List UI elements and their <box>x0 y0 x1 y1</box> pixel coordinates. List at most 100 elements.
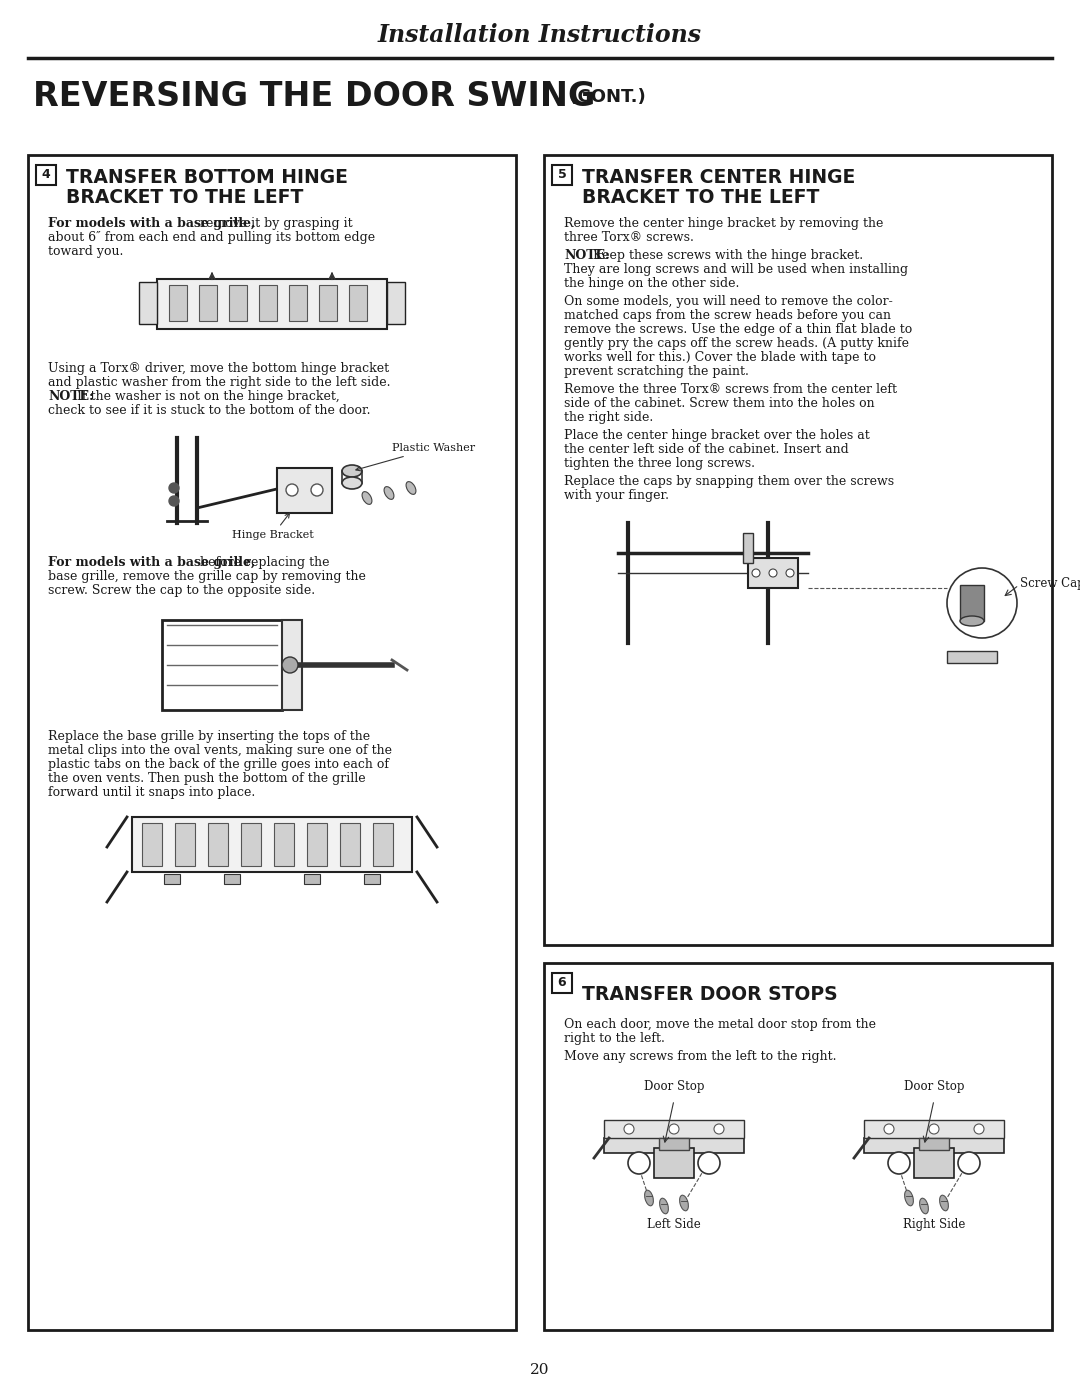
Text: Installation Instructions: Installation Instructions <box>378 22 702 47</box>
Ellipse shape <box>342 476 362 489</box>
Bar <box>157 279 387 330</box>
Text: Remove the three Torx® screws from the center left: Remove the three Torx® screws from the c… <box>564 383 897 395</box>
Text: plastic tabs on the back of the grille goes into each of: plastic tabs on the back of the grille g… <box>48 759 389 771</box>
Bar <box>168 285 187 321</box>
Bar <box>28 155 516 1330</box>
Bar <box>544 155 1052 944</box>
Circle shape <box>947 569 1017 638</box>
Bar <box>604 1139 744 1153</box>
Ellipse shape <box>888 1153 910 1173</box>
Text: BRACKET TO THE LEFT: BRACKET TO THE LEFT <box>582 189 820 207</box>
Text: Screw Cap: Screw Cap <box>1020 577 1080 590</box>
Text: Using a Torx® driver, move the bottom hinge bracket: Using a Torx® driver, move the bottom hi… <box>48 362 389 374</box>
Text: Right Side: Right Side <box>903 1218 966 1231</box>
Text: forward until it snaps into place.: forward until it snaps into place. <box>48 787 255 799</box>
Circle shape <box>885 1125 894 1134</box>
Bar <box>224 875 240 884</box>
Text: Replace the caps by snapping them over the screws: Replace the caps by snapping them over t… <box>564 475 894 488</box>
Text: the right side.: the right side. <box>564 411 653 425</box>
Ellipse shape <box>960 616 984 626</box>
Circle shape <box>168 496 179 506</box>
Text: Hinge Bracket: Hinge Bracket <box>232 513 314 541</box>
Bar <box>919 1139 949 1150</box>
Circle shape <box>282 657 298 673</box>
Text: Remove the center hinge bracket by removing the: Remove the center hinge bracket by remov… <box>564 217 883 231</box>
Ellipse shape <box>645 1190 653 1206</box>
Text: about 6″ from each end and pulling its bottom edge: about 6″ from each end and pulling its b… <box>48 231 375 244</box>
Text: BRACKET TO THE LEFT: BRACKET TO THE LEFT <box>66 189 303 207</box>
Bar <box>139 282 157 324</box>
Text: prevent scratching the paint.: prevent scratching the paint. <box>564 365 748 379</box>
Circle shape <box>311 483 323 496</box>
Bar <box>340 823 360 866</box>
Text: the hinge on the other side.: the hinge on the other side. <box>564 277 740 291</box>
Text: Place the center hinge bracket over the holes at: Place the center hinge bracket over the … <box>564 429 869 441</box>
Bar <box>303 875 320 884</box>
Text: the center left side of the cabinet. Insert and: the center left side of the cabinet. Ins… <box>564 443 849 455</box>
Text: remove the screws. Use the edge of a thin flat blade to: remove the screws. Use the edge of a thi… <box>564 323 913 337</box>
Circle shape <box>769 569 777 577</box>
Bar <box>208 823 228 866</box>
Text: TRANSFER BOTTOM HINGE: TRANSFER BOTTOM HINGE <box>66 168 348 187</box>
Circle shape <box>974 1125 984 1134</box>
Bar <box>947 651 997 664</box>
Bar <box>229 285 247 321</box>
Text: Left Side: Left Side <box>647 1218 701 1231</box>
Text: before replacing the: before replacing the <box>197 556 330 569</box>
Ellipse shape <box>919 1199 929 1214</box>
Text: 6: 6 <box>557 977 566 989</box>
Bar <box>307 823 327 866</box>
Bar <box>552 165 572 184</box>
Text: base grille, remove the grille cap by removing the: base grille, remove the grille cap by re… <box>48 570 366 583</box>
Ellipse shape <box>362 492 372 504</box>
Text: TRANSFER CENTER HINGE: TRANSFER CENTER HINGE <box>582 168 855 187</box>
Text: Move any screws from the left to the right.: Move any screws from the left to the rig… <box>564 1051 837 1063</box>
Bar <box>274 823 294 866</box>
Bar <box>319 285 337 321</box>
Text: the oven vents. Then push the bottom of the grille: the oven vents. Then push the bottom of … <box>48 773 366 785</box>
Ellipse shape <box>342 465 362 476</box>
Bar <box>175 823 195 866</box>
Text: and plastic washer from the right side to the left side.: and plastic washer from the right side t… <box>48 376 391 388</box>
Ellipse shape <box>698 1153 720 1173</box>
Bar <box>914 1148 954 1178</box>
Bar <box>864 1139 1004 1153</box>
Text: screw. Screw the cap to the opposite side.: screw. Screw the cap to the opposite sid… <box>48 584 315 597</box>
Bar <box>864 1120 1004 1139</box>
Bar <box>960 585 984 622</box>
Text: check to see if it is stuck to the bottom of the door.: check to see if it is stuck to the botto… <box>48 404 370 416</box>
Circle shape <box>714 1125 724 1134</box>
Bar <box>364 875 380 884</box>
Circle shape <box>929 1125 939 1134</box>
Ellipse shape <box>905 1190 914 1206</box>
Text: For models with a base grille,: For models with a base grille, <box>48 556 255 569</box>
Ellipse shape <box>384 486 394 499</box>
Text: side of the cabinet. Screw them into the holes on: side of the cabinet. Screw them into the… <box>564 397 875 409</box>
Circle shape <box>286 483 298 496</box>
Text: toward you.: toward you. <box>48 244 123 258</box>
Bar <box>604 1120 744 1139</box>
Text: For models with a base grille,: For models with a base grille, <box>48 217 255 231</box>
Text: right to the left.: right to the left. <box>564 1032 665 1045</box>
Text: Door Stop: Door Stop <box>644 1080 704 1092</box>
Text: remove it by grasping it: remove it by grasping it <box>197 217 353 231</box>
Text: three Torx® screws.: three Torx® screws. <box>564 231 693 244</box>
Bar <box>162 620 282 710</box>
Ellipse shape <box>958 1153 980 1173</box>
Bar <box>544 963 1052 1330</box>
Text: NOTE:: NOTE: <box>564 249 609 263</box>
Text: Door Stop: Door Stop <box>904 1080 964 1092</box>
Circle shape <box>168 483 179 493</box>
Circle shape <box>786 569 794 577</box>
Bar <box>373 823 393 866</box>
Bar <box>241 823 261 866</box>
Text: Plastic Washer: Plastic Washer <box>356 443 475 471</box>
Bar <box>349 285 367 321</box>
Ellipse shape <box>940 1196 948 1211</box>
Bar <box>259 285 276 321</box>
Bar <box>282 620 302 710</box>
Text: (CONT.): (CONT.) <box>563 88 646 106</box>
Circle shape <box>624 1125 634 1134</box>
Ellipse shape <box>679 1196 688 1211</box>
Text: metal clips into the oval vents, making sure one of the: metal clips into the oval vents, making … <box>48 745 392 757</box>
